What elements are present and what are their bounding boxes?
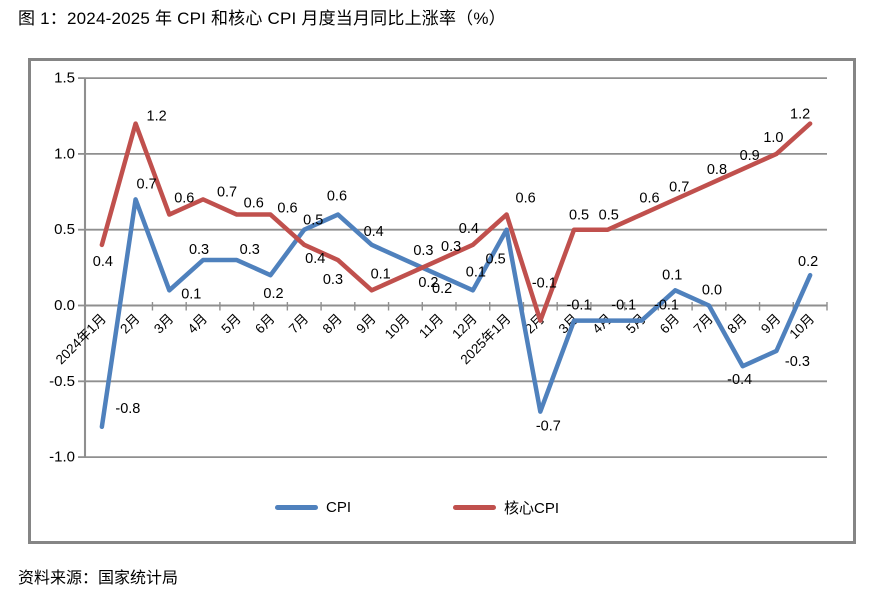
data-label-核心CPI: 0.8 bbox=[707, 162, 727, 178]
data-label-核心CPI: 0.6 bbox=[277, 201, 297, 217]
series-line-核心CPI bbox=[99, 121, 813, 323]
data-label-CPI: 0.2 bbox=[798, 254, 818, 270]
data-label-核心CPI: 0.3 bbox=[441, 239, 461, 255]
data-label-CPI: 0.3 bbox=[413, 243, 433, 259]
data-label-核心CPI: 0.3 bbox=[323, 272, 343, 288]
figure-title: 图 1：2024-2025 年 CPI 和核心 CPI 月度当月同比上涨率（%） bbox=[18, 9, 506, 28]
data-label-核心CPI: 0.6 bbox=[244, 196, 264, 212]
cpi-line-swatch bbox=[275, 504, 318, 510]
x-tick-label: 6月 bbox=[252, 311, 277, 336]
data-label-CPI: 0.3 bbox=[240, 242, 260, 258]
data-label-CPI: 0.3 bbox=[189, 242, 209, 258]
data-label-CPI: 0.1 bbox=[662, 267, 682, 283]
core-cpi-line-swatch bbox=[453, 504, 496, 510]
data-label-CPI: -0.3 bbox=[785, 354, 810, 370]
data-label-CPI: 0.7 bbox=[137, 176, 157, 192]
chart-frame: 1.5 1.0 0.5 0.0 -0.5 -1.0 2024年1月 2月 3月 4月 5月 6月 7月 8… bbox=[28, 58, 856, 544]
legend-label-cpi: CPI bbox=[326, 498, 352, 516]
data-label-CPI: 0.1 bbox=[181, 286, 201, 302]
y-tick-label: 1.0 bbox=[54, 145, 75, 162]
legend-item-cpi: CPI bbox=[275, 497, 351, 517]
data-label-CPI: 0.5 bbox=[486, 252, 506, 268]
x-tick-label: 10月 bbox=[382, 311, 413, 342]
y-tick-label: 0.0 bbox=[54, 297, 75, 314]
data-label-核心CPI: 0.4 bbox=[305, 251, 325, 267]
legend-item-core-cpi: 核心CPI bbox=[453, 497, 559, 517]
data-label-CPI: 0.2 bbox=[263, 286, 283, 302]
data-label-核心CPI: 0.6 bbox=[174, 191, 194, 207]
x-tick-label: 8月 bbox=[724, 311, 749, 336]
data-label-核心CPI: 0.1 bbox=[371, 266, 391, 282]
data-label-CPI: 0.5 bbox=[303, 213, 323, 229]
data-label-核心CPI: 0.7 bbox=[217, 184, 237, 200]
x-tick-label: 12月 bbox=[449, 311, 480, 342]
line-chart: 1.5 1.0 0.5 0.0 -0.5 -1.0 2024年1月 2月 3月 4月 5月 6月 7月 8… bbox=[49, 70, 828, 466]
data-label-CPI: -0.1 bbox=[654, 298, 679, 314]
x-tick-label: 2月 bbox=[117, 311, 142, 336]
series-line-CPI bbox=[99, 197, 813, 430]
data-label-CPI: -0.4 bbox=[727, 372, 752, 388]
data-label-核心CPI: 0.4 bbox=[93, 254, 113, 270]
data-label-核心CPI: 1.0 bbox=[763, 130, 783, 146]
data-label-CPI: -0.1 bbox=[611, 298, 636, 314]
legend-label-core-cpi: 核心CPI bbox=[504, 499, 560, 517]
y-tick-label: 0.5 bbox=[54, 221, 75, 238]
data-label-核心CPI: 0.9 bbox=[740, 148, 760, 164]
data-label-核心CPI: 0.6 bbox=[639, 191, 659, 207]
chart-legend: CPI 核心CPI bbox=[31, 497, 853, 517]
x-tick-label: 8月 bbox=[320, 311, 345, 336]
x-tick-label: 11月 bbox=[416, 311, 446, 341]
data-label-CPI: 0.0 bbox=[702, 283, 722, 299]
y-tick-label: -1.0 bbox=[49, 449, 75, 466]
data-label-核心CPI: 0.2 bbox=[418, 275, 438, 291]
data-label-核心CPI: 1.2 bbox=[147, 109, 167, 125]
x-tick-label: 9月 bbox=[758, 311, 783, 336]
x-tick-label: 9月 bbox=[353, 311, 378, 336]
data-label-CPI: 0.6 bbox=[327, 189, 347, 205]
data-label-CPI: -0.8 bbox=[115, 401, 140, 417]
x-tick-label: 5月 bbox=[218, 311, 243, 336]
data-label-核心CPI: 0.5 bbox=[569, 208, 589, 224]
x-tick-label: 4月 bbox=[589, 311, 614, 336]
x-tick-label: 3月 bbox=[151, 311, 176, 336]
data-label-CPI: 0.4 bbox=[364, 224, 384, 240]
data-label-CPI: -0.7 bbox=[536, 419, 561, 435]
data-label-核心CPI: 0.5 bbox=[599, 208, 619, 224]
x-tick-label: 4月 bbox=[185, 311, 210, 336]
data-label-CPI: 0.2 bbox=[432, 281, 452, 297]
data-label-核心CPI: 0.4 bbox=[459, 221, 479, 237]
data-label-核心CPI: 0.6 bbox=[516, 191, 536, 207]
y-tick-label: 1.5 bbox=[54, 70, 75, 87]
data-label-核心CPI: -0.1 bbox=[532, 276, 557, 292]
data-label-核心CPI: 0.7 bbox=[669, 179, 689, 195]
data-label-CPI: -0.1 bbox=[567, 298, 592, 314]
data-label-核心CPI: 1.2 bbox=[790, 107, 810, 123]
y-tick-label: -0.5 bbox=[49, 373, 75, 390]
x-tick-label: 2024年1月 bbox=[53, 311, 109, 367]
x-tick-label: 7月 bbox=[286, 311, 311, 336]
x-tick-label: 6月 bbox=[657, 311, 682, 336]
data-label-CPI: 0.1 bbox=[466, 264, 486, 280]
source-note: 资料来源：国家统计局 bbox=[18, 570, 179, 587]
